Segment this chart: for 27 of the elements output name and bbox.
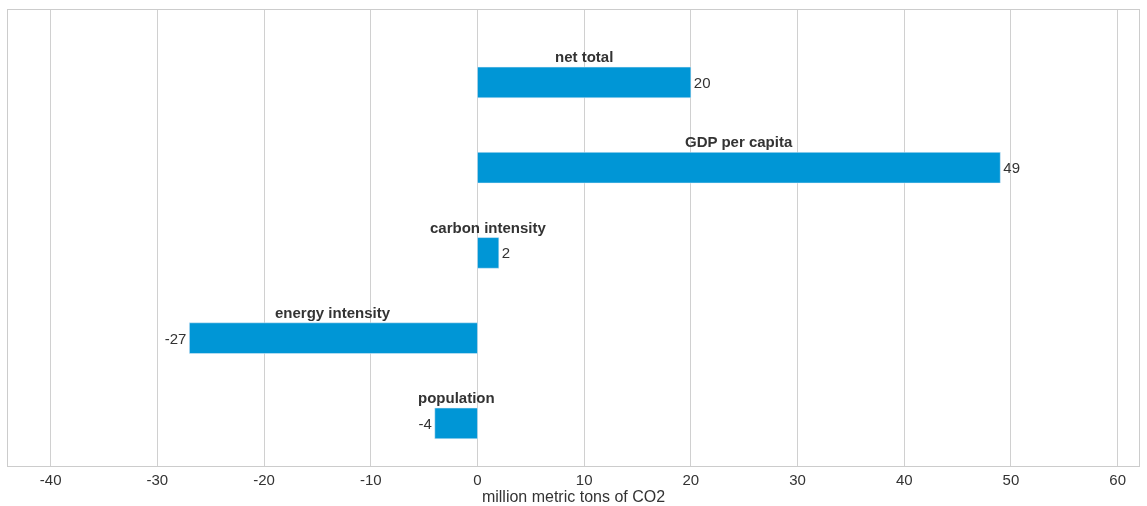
bar <box>434 407 478 439</box>
x-tick-label: 20 <box>682 471 700 488</box>
x-tick-label: 30 <box>789 471 806 488</box>
data-label: 2 <box>501 244 511 262</box>
x-tick-label: -10 <box>359 471 382 488</box>
bar <box>477 66 692 99</box>
x-tick-label: -40 <box>39 471 62 488</box>
data-label: -27 <box>164 329 187 347</box>
x-tick-label: 60 <box>1109 471 1126 488</box>
bar <box>477 237 500 269</box>
data-label: 20 <box>693 73 711 91</box>
x-axis-title: million metric tons of CO2 <box>481 488 666 505</box>
x-tick-label: 0 <box>473 471 482 488</box>
y-tick-label: net total <box>555 48 614 65</box>
y-tick-label: GDP per capita <box>685 133 793 150</box>
x-tick-label: -20 <box>253 471 275 488</box>
data-label: -4 <box>418 414 432 432</box>
x-tick-label: 50 <box>1002 471 1020 488</box>
bar <box>477 152 1001 184</box>
bar <box>189 322 478 354</box>
data-label: 49 <box>1003 159 1020 177</box>
y-tick-label: population <box>418 389 495 406</box>
y-tick-label: energy intensity <box>275 304 391 321</box>
x-tick-label: 10 <box>575 471 593 488</box>
x-tick-label: -30 <box>146 471 169 488</box>
x-tick-label: 40 <box>895 471 913 488</box>
y-tick-label: carbon intensity <box>430 219 547 236</box>
